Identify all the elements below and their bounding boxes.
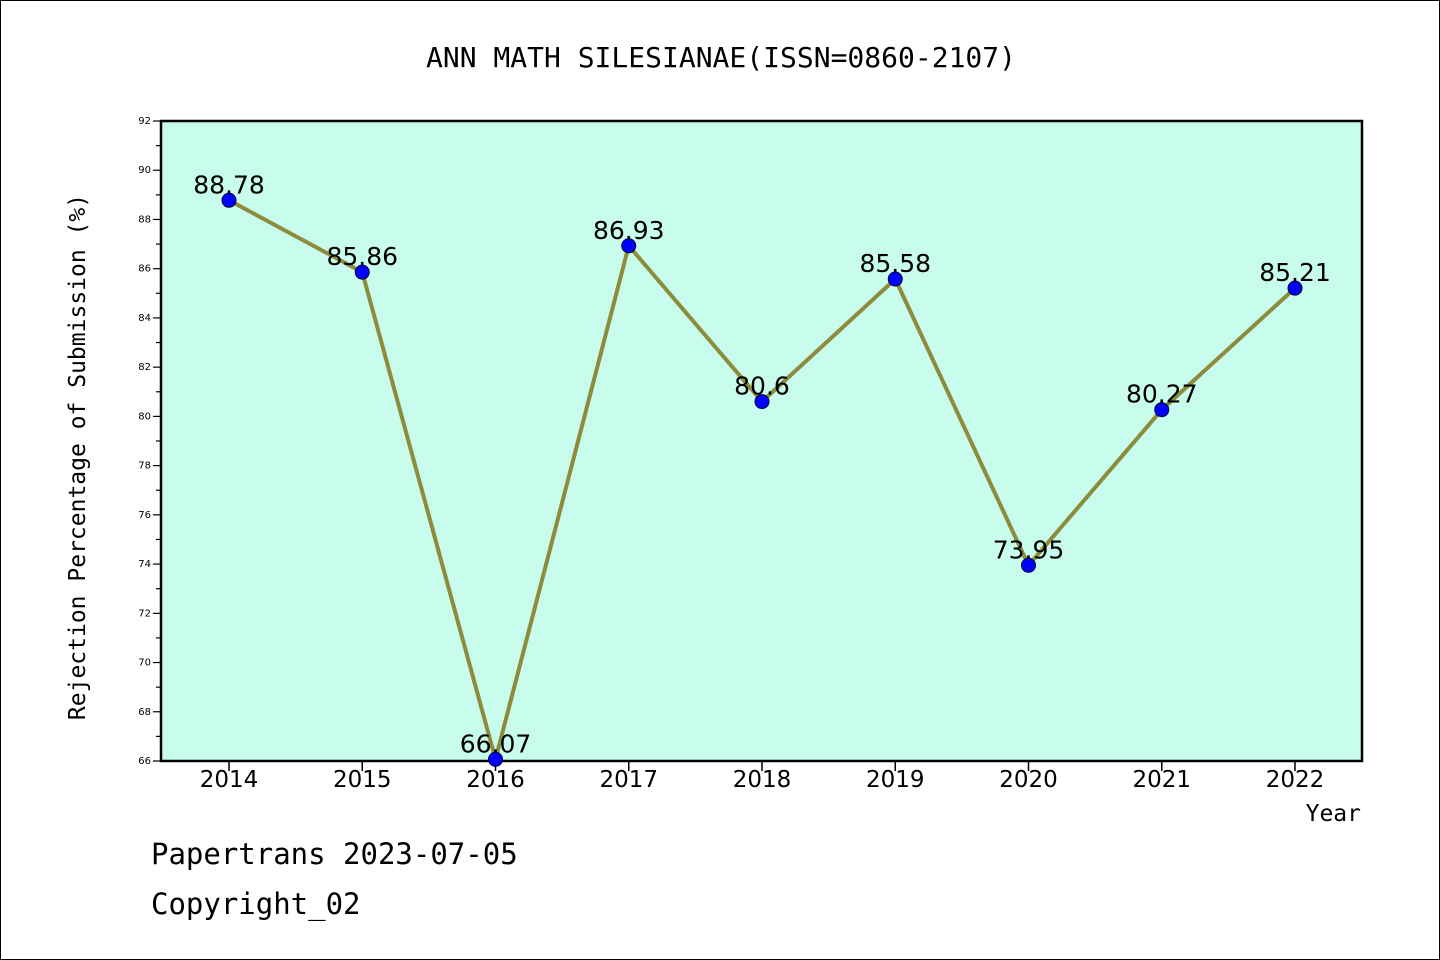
x-tick-label: 2021 bbox=[1132, 767, 1191, 793]
x-tick-label: 2014 bbox=[200, 767, 259, 793]
y-tick-label: 88 bbox=[138, 214, 151, 225]
y-tick-label: 84 bbox=[138, 313, 151, 324]
data-label: 85.86 bbox=[326, 242, 398, 271]
y-tick-label: 74 bbox=[138, 559, 151, 570]
x-tick-label: 2015 bbox=[333, 767, 392, 793]
data-point bbox=[221, 192, 237, 208]
series-layer: 88.78 85.86 66.07 86.93 80.6 85.58 73.95 80.27 8… bbox=[193, 170, 1331, 767]
data-point bbox=[488, 751, 503, 767]
y-tick-label: 90 bbox=[138, 165, 151, 176]
data-label: 80.6 bbox=[734, 372, 790, 401]
x-tick-label: 2020 bbox=[999, 767, 1058, 793]
footer-copyright-text: Copyright_02 bbox=[151, 887, 361, 921]
y-tick-label: 86 bbox=[138, 264, 151, 275]
y-tick-label: 76 bbox=[138, 510, 151, 521]
y-tick-label: 82 bbox=[138, 362, 151, 373]
y-tick-label: 68 bbox=[138, 707, 151, 718]
data-label: 80.27 bbox=[1126, 380, 1198, 409]
data-point bbox=[1287, 280, 1303, 296]
x-tick-label: 2019 bbox=[866, 767, 925, 793]
y-tick-label: 78 bbox=[138, 461, 151, 472]
y-axis-ticks: 66 68 70 72 74 76 78 80 82 84 86 88 90 92 bbox=[138, 116, 161, 767]
footer-date-text: Papertrans 2023-07-05 bbox=[151, 837, 518, 871]
data-label: 73.95 bbox=[993, 535, 1065, 564]
y-tick-label: 72 bbox=[138, 608, 151, 619]
data-label: 66.07 bbox=[460, 729, 532, 758]
x-tick-label: 2022 bbox=[1266, 767, 1325, 793]
x-tick-label: 2018 bbox=[733, 767, 792, 793]
plot-area bbox=[159, 119, 1364, 763]
x-axis-ticks: 2014 2015 2016 2017 2018 2019 2020 2021 2022 bbox=[200, 761, 1325, 793]
x-tick-label: 2017 bbox=[599, 767, 658, 793]
data-point bbox=[1154, 402, 1170, 418]
y-tick-label: 80 bbox=[138, 411, 151, 422]
data-point bbox=[354, 264, 370, 280]
data-label: 85.21 bbox=[1259, 258, 1331, 287]
data-point bbox=[621, 238, 637, 254]
data-point bbox=[887, 271, 903, 287]
y-tick-label: 70 bbox=[138, 658, 151, 669]
data-point bbox=[754, 394, 770, 410]
x-tick-label: 2016 bbox=[466, 767, 525, 793]
x-axis-label: Year bbox=[1306, 801, 1361, 827]
data-label: 85.58 bbox=[859, 249, 931, 278]
data-label: 86.93 bbox=[593, 216, 665, 245]
data-label: 88.78 bbox=[193, 170, 265, 199]
y-axis-label: Rejection Percentage of Submission (%) bbox=[65, 194, 91, 720]
y-tick-label: 92 bbox=[138, 116, 151, 127]
chart-title: ANN MATH SILESIANAE(ISSN=0860-2107) bbox=[426, 41, 1016, 74]
y-tick-label: 66 bbox=[138, 756, 151, 767]
data-point bbox=[1021, 557, 1036, 573]
